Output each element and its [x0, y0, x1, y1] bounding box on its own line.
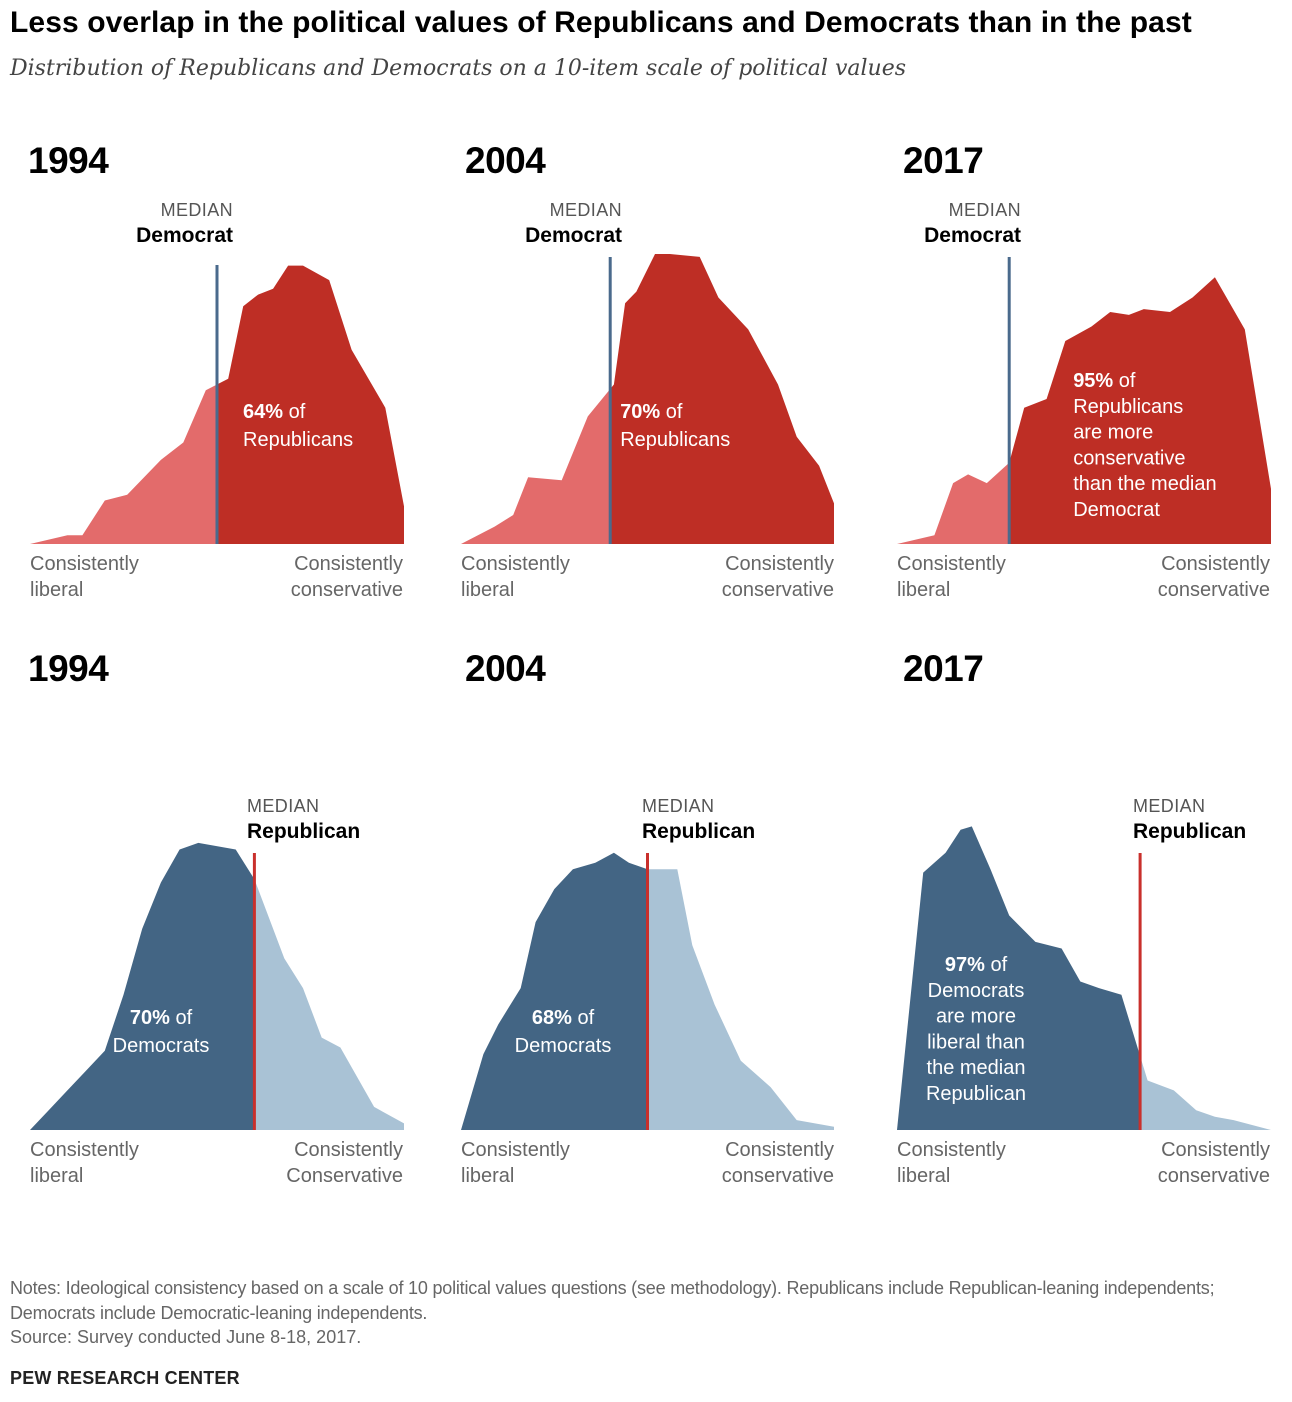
axis-label-right: Consistently conservative — [1157, 553, 1270, 601]
median-label: Democrat — [525, 224, 622, 247]
distribution-area-republicans-1994 — [30, 265, 404, 544]
panel-year: 2004 — [465, 648, 546, 689]
median-caption: MEDIAN — [247, 796, 320, 816]
annotation-line: Democrats — [113, 1035, 210, 1057]
annotation-line: are more — [1073, 422, 1153, 444]
distribution-area-democrats-2017 — [897, 826, 1271, 1130]
axis-label-right: Consistently conservative — [721, 1139, 834, 1187]
distribution-area-democrats-2004 — [461, 852, 834, 1130]
area-segment-less-extreme — [461, 254, 611, 544]
median-label: Democrat — [136, 224, 233, 247]
annotation-line: 95% of — [1073, 370, 1136, 392]
panel-year: 1994 — [28, 140, 109, 181]
axis-label-left: Consistently liberal — [30, 553, 139, 601]
axis-label-left: Consistently liberal — [897, 1139, 1006, 1187]
axis-label-right: Consistently conservative — [1157, 1139, 1270, 1187]
annotation-line: Republican — [926, 1083, 1026, 1105]
distribution-area-republicans-2017 — [897, 277, 1271, 544]
annotation-line: the median — [927, 1057, 1026, 1079]
annotation-line: 70% of — [620, 401, 683, 423]
axis-label-left: Consistently liberal — [461, 553, 570, 601]
axis-label-left: Consistently liberal — [461, 1139, 570, 1187]
area-segment-beyond-median — [897, 826, 1141, 1130]
annotation-line: 97% of — [945, 954, 1008, 976]
area-segment-beyond-median — [1009, 277, 1271, 544]
annotation-line: 70% of — [130, 1007, 193, 1029]
distribution-area-democrats-1994 — [30, 842, 404, 1130]
median-caption: MEDIAN — [642, 796, 715, 816]
annotation-line: conservative — [1073, 447, 1185, 469]
chart-source: Source: Survey conducted June 8-18, 2017… — [10, 1327, 362, 1347]
area-segment-beyond-median — [217, 265, 404, 544]
axis-label-left: Consistently liberal — [30, 1139, 139, 1187]
chart-subtitle: Distribution of Republicans and Democrat… — [10, 56, 907, 81]
annotation-line: 64% of — [243, 401, 306, 423]
median-label: Republican — [1133, 820, 1247, 843]
area-segment-less-extreme — [30, 265, 217, 544]
panel-year: 2017 — [903, 648, 984, 689]
annotation-line: Democrats — [928, 980, 1025, 1002]
median-caption: MEDIAN — [948, 200, 1021, 220]
area-segment-less-extreme — [897, 277, 1010, 544]
axis-label-right: Consistently conservative — [290, 553, 403, 601]
area-segment-less-extreme — [1140, 826, 1271, 1130]
median-label: Democrat — [924, 224, 1021, 247]
annotation-line: Democrats — [515, 1035, 612, 1057]
annotation-line: Republicans — [243, 429, 353, 451]
annotation-line: Republicans — [1073, 396, 1183, 418]
annotation-line: are more — [936, 1006, 1016, 1028]
annotation-line: liberal than — [927, 1031, 1025, 1053]
annotation-line: Republicans — [620, 429, 730, 451]
distribution-area-republicans-2004 — [461, 254, 834, 544]
median-label: Republican — [247, 820, 361, 843]
panel-year: 1994 — [28, 648, 109, 689]
chart-notes: Notes: Ideological consistency based on … — [10, 1278, 1215, 1323]
annotation-line: Democrat — [1073, 499, 1160, 521]
panel-year: 2004 — [465, 140, 546, 181]
brand-logo-text: PEW RESEARCH CENTER — [10, 1368, 240, 1388]
annotation-line: than the median — [1073, 473, 1216, 495]
axis-label-left: Consistently liberal — [897, 553, 1006, 601]
area-segment-less-extreme — [647, 852, 834, 1130]
median-caption: MEDIAN — [160, 200, 233, 220]
median-label: Republican — [642, 820, 756, 843]
area-segment-beyond-median — [461, 852, 648, 1130]
axis-label-right: Consistently Conservative — [286, 1139, 403, 1187]
area-segment-beyond-median — [30, 842, 255, 1130]
chart-title: Less overlap in the political values of … — [10, 6, 1192, 39]
panel-year: 2017 — [903, 140, 984, 181]
area-segment-less-extreme — [254, 842, 404, 1130]
annotation-line: 68% of — [532, 1007, 595, 1029]
axis-label-right: Consistently conservative — [721, 553, 834, 601]
median-caption: MEDIAN — [1133, 796, 1206, 816]
area-segment-beyond-median — [610, 254, 834, 544]
median-caption: MEDIAN — [549, 200, 622, 220]
